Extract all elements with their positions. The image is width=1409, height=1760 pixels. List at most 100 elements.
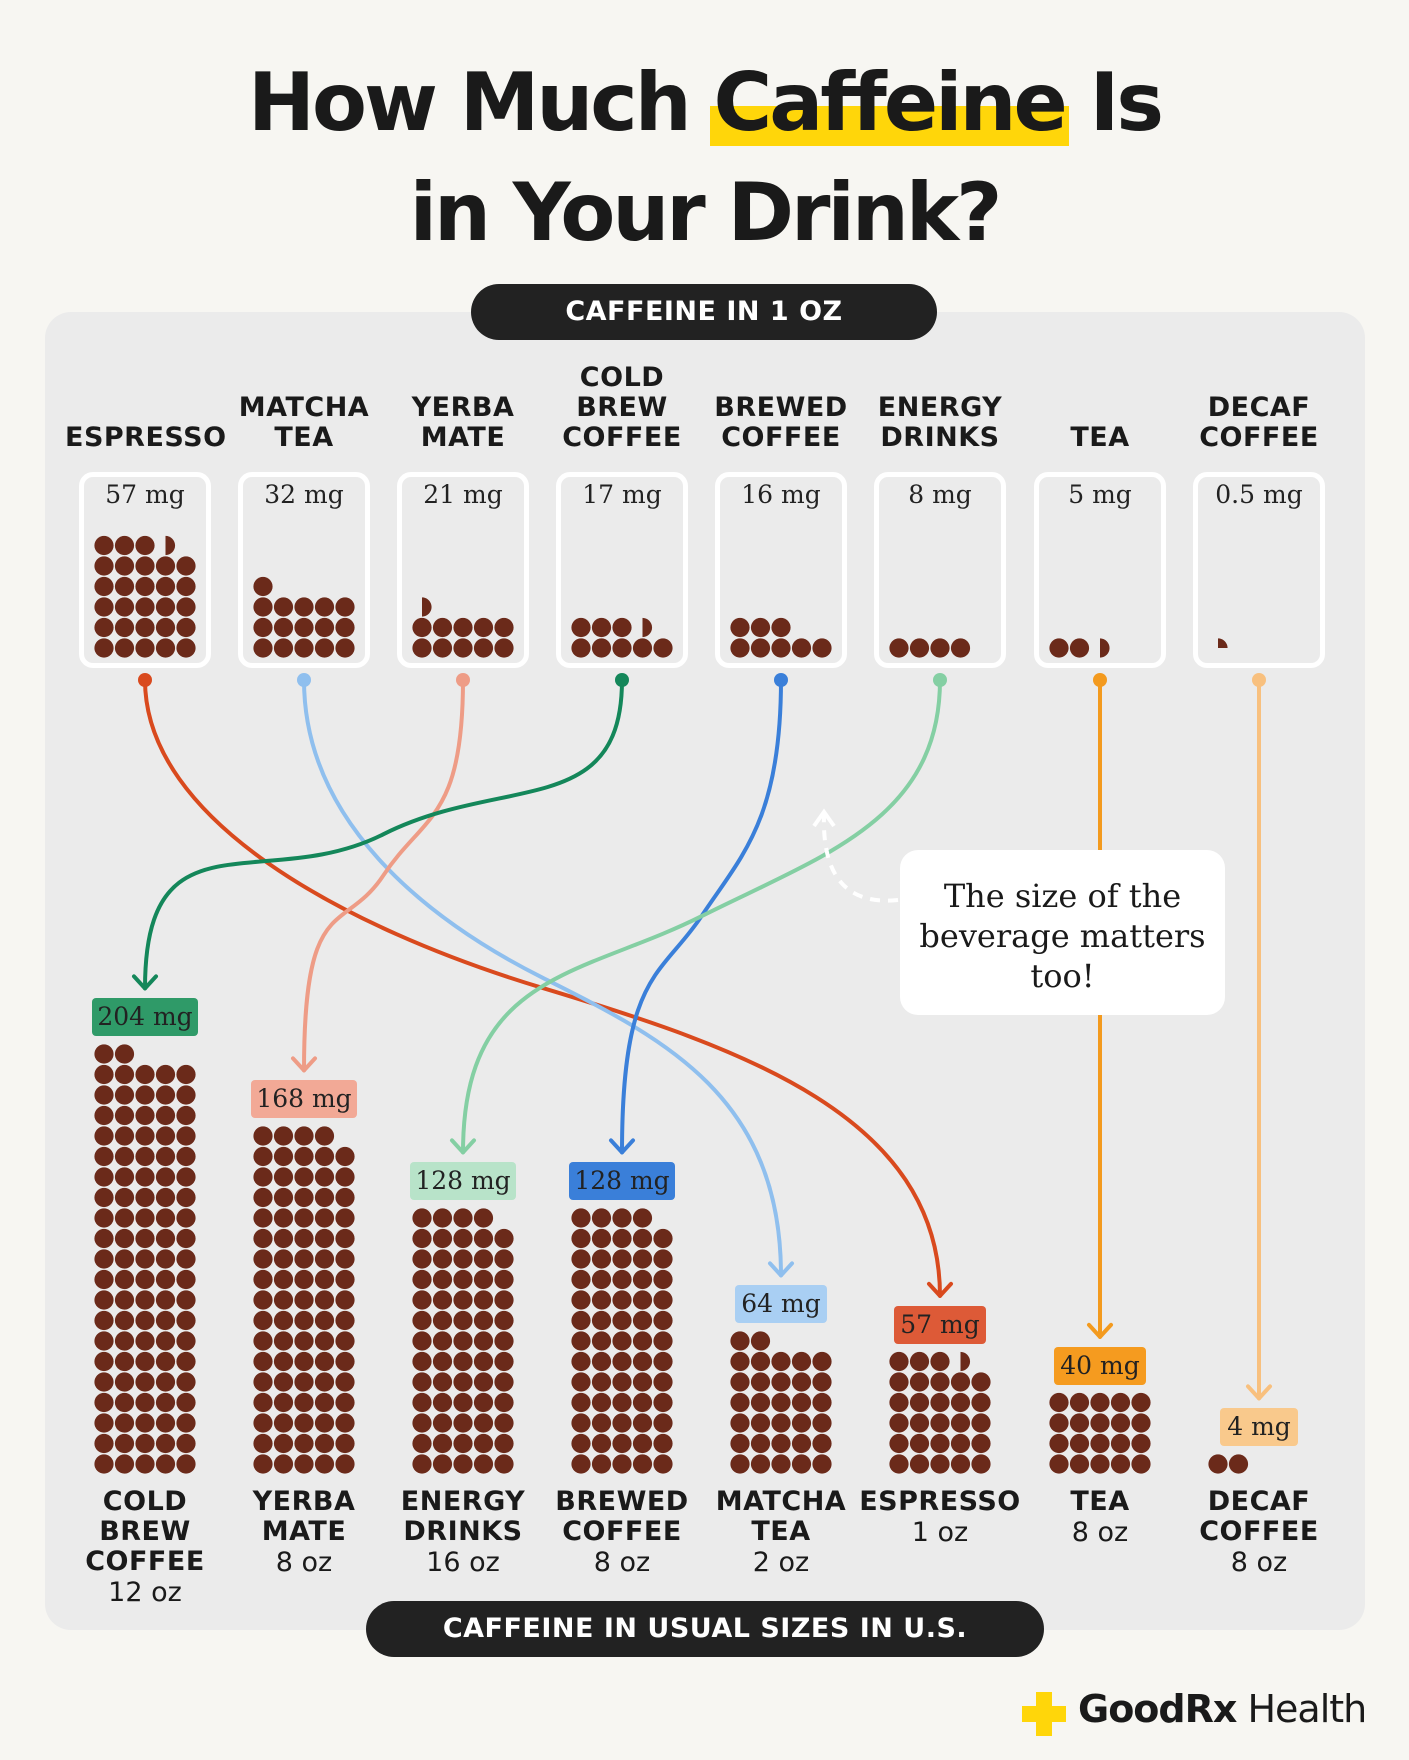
bottom-dot bbox=[135, 1249, 155, 1269]
cup-decaf-coffee bbox=[1193, 472, 1325, 668]
bottom-dot bbox=[612, 1310, 632, 1331]
bottom-dot bbox=[473, 1228, 494, 1249]
bottom-dot bbox=[1049, 1454, 1069, 1474]
bar-dots-6 bbox=[1049, 1392, 1151, 1474]
bottom-dot bbox=[632, 1228, 653, 1249]
top-dot bbox=[176, 638, 196, 658]
top-dot bbox=[114, 556, 135, 576]
bottom-dot bbox=[473, 1454, 494, 1474]
bottom-dot bbox=[412, 1290, 432, 1310]
bar-value-badge: 64 mg bbox=[735, 1285, 827, 1324]
bottom-dot bbox=[730, 1413, 750, 1433]
top-dot bbox=[94, 576, 114, 597]
bottom-dot bbox=[950, 1454, 971, 1474]
top-dot bbox=[273, 617, 294, 638]
top-dot bbox=[114, 535, 135, 556]
bottom-label-yerba-mate: YERBA MATE 8 oz bbox=[252, 1486, 356, 1579]
bottom-dot bbox=[94, 1146, 114, 1167]
bottom-dot bbox=[135, 1351, 155, 1372]
bottom-dot bbox=[412, 1413, 432, 1433]
bottom-dot bbox=[412, 1310, 432, 1331]
bottom-dot bbox=[114, 1085, 135, 1105]
bottom-dot bbox=[432, 1331, 453, 1351]
bottom-dot bbox=[653, 1372, 673, 1392]
top-dot bbox=[294, 638, 314, 658]
bottom-dot bbox=[612, 1433, 632, 1454]
bottom-dot bbox=[494, 1310, 514, 1331]
bottom-dot bbox=[571, 1269, 591, 1290]
bottom-dot bbox=[176, 1290, 196, 1310]
bottom-dot bbox=[1090, 1433, 1110, 1454]
bottom-dot bbox=[335, 1392, 355, 1413]
bottom-dot bbox=[771, 1351, 791, 1372]
top-label-tea: TEA bbox=[1070, 422, 1130, 453]
bottom-dot bbox=[453, 1310, 473, 1331]
bottom-dot bbox=[591, 1290, 612, 1310]
top-dot bbox=[432, 638, 453, 658]
bottom-dot bbox=[571, 1310, 591, 1331]
bottom-dot bbox=[750, 1454, 771, 1474]
bottom-dot bbox=[155, 1167, 176, 1187]
bottom-dot bbox=[909, 1454, 930, 1474]
bottom-dot bbox=[155, 1392, 176, 1413]
bottom-dot bbox=[176, 1331, 196, 1351]
top-dot bbox=[335, 597, 355, 617]
bottom-dot bbox=[135, 1331, 155, 1351]
bottom-dot bbox=[314, 1310, 335, 1331]
bottom-dot bbox=[135, 1372, 155, 1392]
cup-dots-0 bbox=[94, 535, 196, 658]
bottom-dot bbox=[412, 1454, 432, 1474]
bottom-dot bbox=[176, 1413, 196, 1433]
bottom-dot bbox=[730, 1331, 750, 1351]
bottom-dot bbox=[612, 1454, 632, 1474]
bottom-dot bbox=[412, 1208, 432, 1228]
bottom-dot bbox=[335, 1208, 355, 1228]
page-title-line2: in Your Drink? bbox=[409, 166, 1003, 259]
bottom-dot bbox=[453, 1269, 473, 1290]
connector-line-cold-brew-coffee bbox=[143, 678, 624, 991]
cup-brewed-coffee bbox=[715, 472, 847, 668]
bottom-dot bbox=[473, 1269, 494, 1290]
bottom-dot bbox=[889, 1433, 909, 1454]
bottom-dot bbox=[176, 1085, 196, 1105]
bottom-label-cold-brew-coffee: COLD BREW COFFEE 12 oz bbox=[85, 1486, 205, 1609]
bottom-dot bbox=[494, 1269, 514, 1290]
bottom-dot bbox=[453, 1454, 473, 1474]
bottom-dot bbox=[930, 1433, 950, 1454]
connector-arrowhead bbox=[450, 1138, 476, 1155]
bottom-dot bbox=[812, 1351, 832, 1372]
bottom-dot bbox=[155, 1433, 176, 1454]
top-dot bbox=[612, 638, 632, 658]
callout-pointer bbox=[821, 814, 899, 903]
top-dot bbox=[273, 638, 294, 658]
connector-line-yerba-mate bbox=[302, 678, 465, 1073]
bottom-label-energy-drinks: ENERGY DRINKS 16 oz bbox=[400, 1486, 526, 1579]
bottom-dot bbox=[494, 1228, 514, 1249]
bottom-dot bbox=[335, 1331, 355, 1351]
bottom-dot bbox=[114, 1064, 135, 1085]
top-dot bbox=[812, 638, 832, 658]
bottom-dot bbox=[176, 1351, 196, 1372]
bottom-dot bbox=[314, 1351, 335, 1372]
bottom-dot bbox=[155, 1372, 176, 1392]
bottom-dot bbox=[412, 1269, 432, 1290]
bottom-dot bbox=[432, 1310, 453, 1331]
bottom-dot bbox=[1131, 1413, 1151, 1433]
bottom-dot bbox=[176, 1433, 196, 1454]
bottom-dot bbox=[473, 1290, 494, 1310]
bottom-dot bbox=[1049, 1433, 1069, 1454]
top-dot bbox=[1100, 638, 1110, 658]
bottom-dot bbox=[335, 1146, 355, 1167]
top-dot bbox=[114, 597, 135, 617]
bottom-dot bbox=[253, 1146, 273, 1167]
bottom-dot bbox=[571, 1413, 591, 1433]
top-dot bbox=[176, 576, 196, 597]
bottom-dot bbox=[94, 1167, 114, 1187]
bottom-dot bbox=[494, 1454, 514, 1474]
bottom-dot bbox=[176, 1249, 196, 1269]
bottom-dot bbox=[612, 1269, 632, 1290]
bottom-dot bbox=[791, 1413, 812, 1433]
bottom-dot bbox=[771, 1392, 791, 1413]
bottom-dot bbox=[494, 1372, 514, 1392]
